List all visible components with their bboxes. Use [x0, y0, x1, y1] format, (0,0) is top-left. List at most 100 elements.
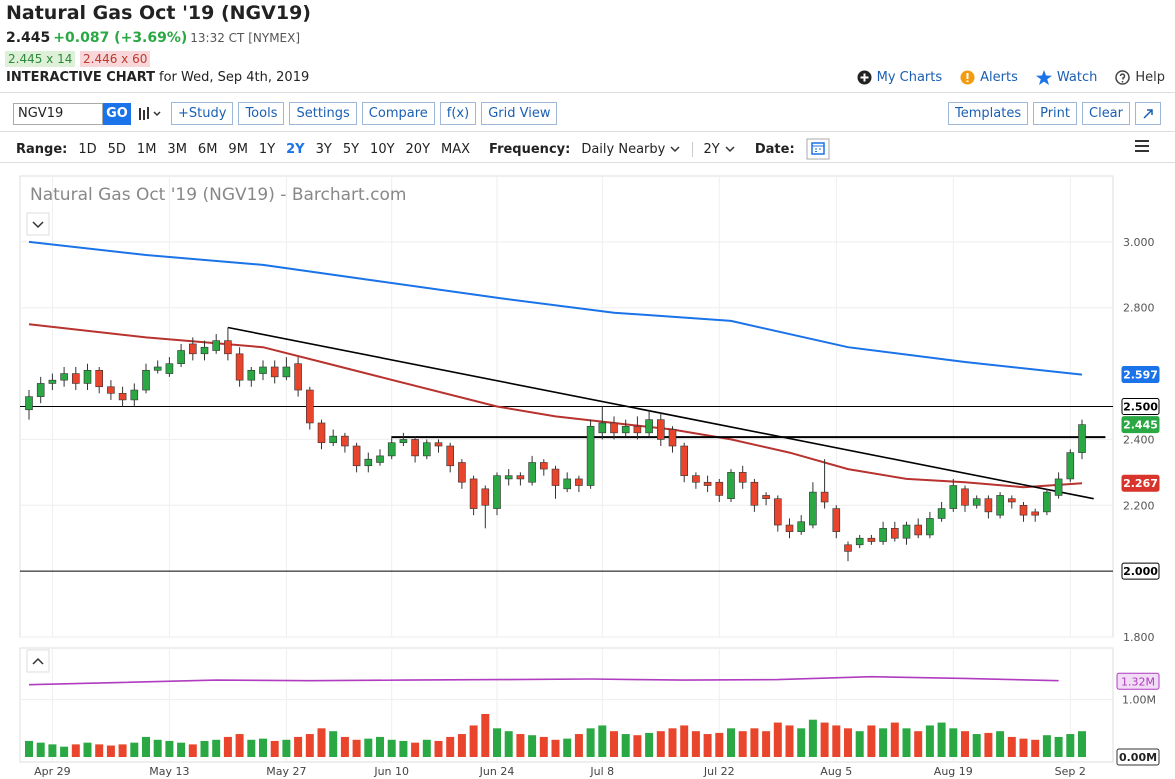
range-option[interactable]: 3Y: [315, 141, 332, 157]
volume-bar: [633, 735, 642, 757]
x-tick-label: Aug 5: [820, 765, 852, 778]
open-interest-line: [28, 675, 1059, 686]
date-picker[interactable]: [806, 138, 830, 160]
y-tick-label: 3.000: [1123, 236, 1155, 249]
volume-bar: [528, 735, 537, 757]
icon: [1143, 108, 1153, 119]
ask: 2.446 x 60: [80, 51, 151, 67]
volume-bar: [656, 731, 665, 757]
candle-body: [844, 544, 852, 552]
icon: [857, 70, 872, 85]
volume-bar: [902, 728, 911, 757]
candle-body: [785, 524, 794, 532]
candle-body: [692, 475, 700, 483]
candle-body: [458, 462, 466, 483]
candle-body: [738, 472, 747, 483]
toolbar-button[interactable]: Print: [1033, 102, 1077, 125]
frequency-select[interactable]: Daily Nearby: [581, 142, 681, 157]
range-option[interactable]: 10Y: [370, 141, 395, 157]
range-option[interactable]: 1Y: [258, 141, 276, 157]
volume-bar: [563, 738, 572, 757]
candle-body: [586, 425, 595, 486]
quote: 2.445 +0.087 (+3.69%) 13:32 CT [NYMEX]: [6, 30, 300, 46]
go-button[interactable]: GO: [103, 102, 131, 125]
candle-body: [270, 366, 279, 378]
toolbar-button[interactable]: Grid View: [481, 102, 558, 125]
range-option[interactable]: 5D: [107, 141, 126, 157]
candle-body: [177, 350, 185, 364]
volume-bar: [60, 746, 69, 757]
candle-body: [680, 445, 689, 476]
candle-body: [364, 458, 373, 467]
alerts-link[interactable]: Alerts: [960, 70, 1018, 85]
period-select[interactable]: 2Y: [692, 141, 735, 157]
toolbar-button[interactable]: Templates: [948, 102, 1029, 125]
volume-bar: [340, 736, 349, 757]
range-option[interactable]: 1M: [136, 141, 157, 157]
volume-bar: [539, 736, 548, 757]
price-marker: [1121, 366, 1160, 384]
toolbar-button[interactable]: Clear: [1082, 102, 1130, 125]
volume-bar: [469, 725, 478, 757]
symbol-input[interactable]: NGV19: [13, 102, 103, 125]
volume-bar: [949, 728, 958, 757]
volume-bar: [832, 725, 841, 757]
candle-body: [504, 475, 513, 480]
toolbar-button[interactable]: Compare: [361, 102, 435, 125]
my-charts-link[interactable]: My Charts: [857, 70, 942, 85]
volume-bar: [177, 742, 186, 757]
range-option[interactable]: MAX: [441, 141, 471, 157]
volume-bar: [1054, 736, 1063, 757]
candle-body: [399, 439, 408, 444]
candle-body: [434, 442, 443, 447]
range-option[interactable]: 9M: [228, 141, 248, 157]
candle-body: [937, 508, 946, 519]
range-option[interactable]: 5Y: [342, 141, 360, 157]
help-link[interactable]: Help: [1115, 70, 1165, 85]
candle-body: [72, 373, 80, 384]
bid: 2.445 x 14: [5, 51, 76, 67]
candle-body: [703, 481, 712, 486]
candle-body: [832, 508, 841, 532]
chevron: [670, 145, 681, 152]
moving-average-line: [28, 240, 1083, 376]
volume-bar: [165, 740, 174, 757]
volume-bar: [773, 722, 782, 757]
range-option[interactable]: 2Y: [286, 141, 305, 157]
volume-bar: [212, 739, 221, 757]
volume-bar: [738, 731, 747, 757]
volume-bar: [996, 731, 1005, 757]
candle-body: [446, 445, 455, 467]
volume-bar: [1007, 736, 1016, 757]
volume-bar: [1066, 734, 1075, 757]
volume-bar: [504, 731, 513, 757]
toolbar-button[interactable]: f(x): [439, 102, 477, 125]
candle-body: [200, 346, 209, 355]
range-option[interactable]: 3M: [167, 141, 187, 157]
volume-bar: [844, 728, 852, 757]
range-option[interactable]: 6M: [197, 141, 218, 157]
range-option[interactable]: 20Y: [405, 141, 431, 157]
toolbar-button[interactable]: Settings: [289, 102, 357, 125]
x-tick-label: Jul 8: [589, 765, 614, 778]
volume-bar: [715, 732, 724, 757]
popout-button[interactable]: [1135, 102, 1161, 125]
collapse-button[interactable]: [26, 212, 50, 236]
candle-body: [773, 498, 782, 526]
candle-body: [352, 445, 361, 467]
watch-link[interactable]: Watch: [1035, 70, 1097, 85]
volume-bar: [586, 728, 595, 757]
toolbar-button[interactable]: +Study: [171, 102, 234, 125]
range-option[interactable]: 1D: [78, 141, 97, 157]
volume-bar: [223, 736, 232, 757]
expand-button[interactable]: [26, 649, 50, 673]
chart-type-select[interactable]: [136, 104, 166, 124]
volume-bar: [200, 740, 209, 757]
menu-button[interactable]: [1134, 139, 1150, 153]
toolbar-button[interactable]: Tools: [238, 102, 285, 125]
price-marker-label: 2.597: [1123, 369, 1158, 382]
volume-bar: [879, 728, 888, 757]
candle-body: [820, 491, 829, 503]
candle-body: [95, 369, 103, 388]
